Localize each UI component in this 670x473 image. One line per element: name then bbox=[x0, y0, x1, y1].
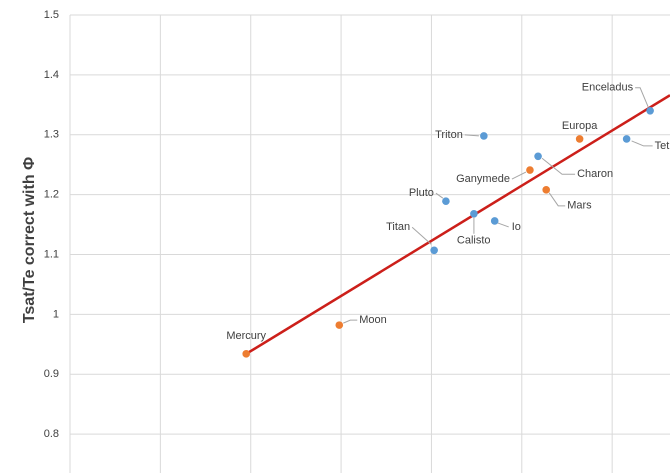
y-tick-label: 1.5 bbox=[44, 9, 59, 21]
point bbox=[622, 135, 631, 143]
point bbox=[430, 246, 438, 255]
point-label: Triton bbox=[435, 129, 463, 141]
y-tick-label: 1.2 bbox=[44, 189, 59, 201]
point bbox=[442, 197, 450, 205]
point-label: Pluto bbox=[409, 187, 434, 199]
point-label: Europa bbox=[562, 120, 598, 132]
leader-line bbox=[511, 171, 527, 180]
leader-line bbox=[411, 226, 432, 245]
point-label: Moon bbox=[359, 314, 387, 326]
point-label: Calisto bbox=[457, 235, 491, 247]
point bbox=[470, 209, 478, 218]
point bbox=[490, 217, 499, 225]
point-label: Mars bbox=[567, 200, 592, 212]
point-label: Charon bbox=[577, 168, 613, 180]
point bbox=[542, 186, 551, 194]
y-tick-label: 1.1 bbox=[44, 248, 59, 260]
y-axis-title: Tsat/Te correct with Φ bbox=[21, 157, 38, 323]
point bbox=[335, 321, 344, 329]
point bbox=[534, 152, 542, 161]
leader-line bbox=[343, 319, 358, 324]
leader-line bbox=[435, 192, 444, 199]
point-label: Enceladus bbox=[582, 82, 634, 94]
leader-line bbox=[497, 222, 509, 228]
point bbox=[646, 106, 654, 115]
point bbox=[480, 132, 488, 140]
y-tick-label: 0.8 bbox=[44, 428, 59, 440]
y-tick-label: 1.3 bbox=[44, 129, 59, 141]
y-tick-label: 0.9 bbox=[44, 368, 59, 380]
leader-line bbox=[464, 134, 479, 137]
point-label: Mercury bbox=[226, 330, 266, 342]
point bbox=[242, 350, 251, 358]
leader-line bbox=[635, 87, 649, 107]
point bbox=[575, 135, 584, 143]
point-label: Io bbox=[512, 221, 521, 233]
y-tick-label: 1 bbox=[53, 308, 59, 320]
leader-line bbox=[541, 157, 576, 175]
point bbox=[526, 166, 534, 174]
point-label: Titan bbox=[386, 221, 410, 233]
y-tick-label: 1.4 bbox=[44, 69, 59, 81]
trendline bbox=[245, 94, 670, 355]
leader-line bbox=[548, 192, 566, 207]
point-label: Tet bbox=[655, 140, 670, 152]
leader-line bbox=[631, 140, 653, 147]
point-label: Ganymede bbox=[456, 173, 510, 185]
